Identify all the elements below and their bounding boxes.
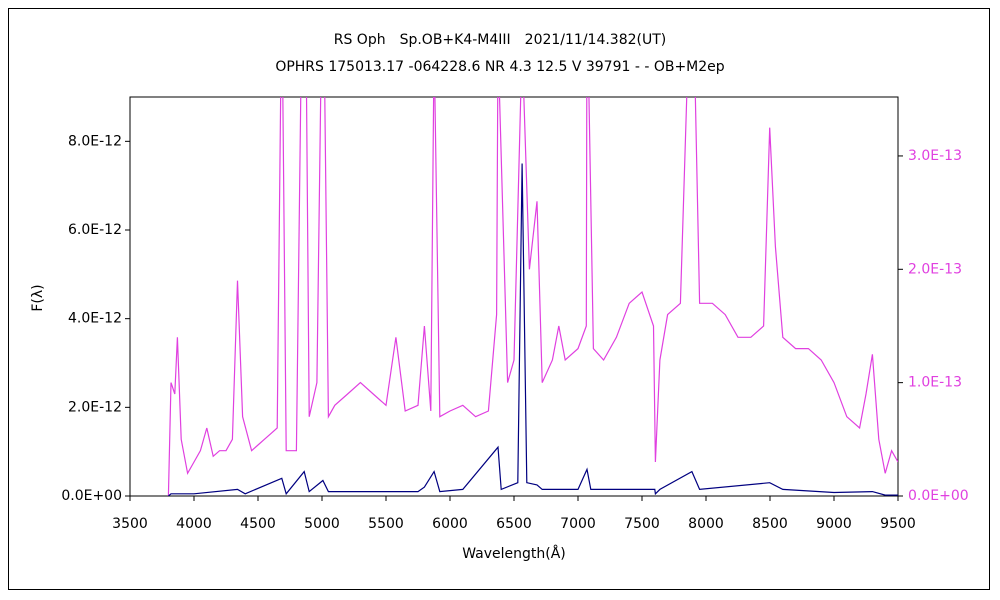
x-tick-label: 6000 <box>432 516 468 532</box>
spectrum-line <box>167 97 898 496</box>
x-tick-label: 3500 <box>112 516 148 532</box>
y2-tick-label: 0.0E+00 <box>908 488 969 504</box>
plot-area <box>167 97 898 496</box>
spectrum-line <box>168 163 898 496</box>
x-tick-label: 8500 <box>752 516 788 532</box>
chart-subtitle: OPHRS 175013.17 -064228.6 NR 4.3 12.5 V … <box>275 59 724 75</box>
x-tick-label: 9000 <box>816 516 852 532</box>
x-tick-label: 8000 <box>688 516 724 532</box>
y-tick-label: 6.0E-12 <box>68 222 122 238</box>
y-tick-label: 4.0E-12 <box>68 311 122 327</box>
x-axis-label: Wavelength(Å) <box>462 545 566 562</box>
y2-tick-label: 3.0E-13 <box>908 148 962 164</box>
y-axis-label: F(λ) <box>30 284 46 311</box>
y2-tick-label: 1.0E-13 <box>908 375 962 391</box>
x-tick-label: 7500 <box>624 516 660 532</box>
x-tick-label: 4500 <box>240 516 276 532</box>
x-tick-label: 7000 <box>560 516 596 532</box>
x-tick-label: 5000 <box>304 516 340 532</box>
y-tick-label: 8.0E-12 <box>68 133 122 149</box>
y-tick-label: 0.0E+00 <box>61 488 122 504</box>
x-tick-label: 5500 <box>368 516 404 532</box>
plot-frame <box>129 96 899 497</box>
x-tick-label: 9500 <box>880 516 916 532</box>
x-tick-label: 6500 <box>496 516 532 532</box>
outer-frame <box>8 8 990 590</box>
y2-tick-label: 2.0E-13 <box>908 261 962 277</box>
x-tick-label: 4000 <box>176 516 212 532</box>
y-tick-label: 2.0E-12 <box>68 399 122 415</box>
chart-title: RS Oph Sp.OB+K4-M4III 2021/11/14.382(UT) <box>334 32 667 48</box>
